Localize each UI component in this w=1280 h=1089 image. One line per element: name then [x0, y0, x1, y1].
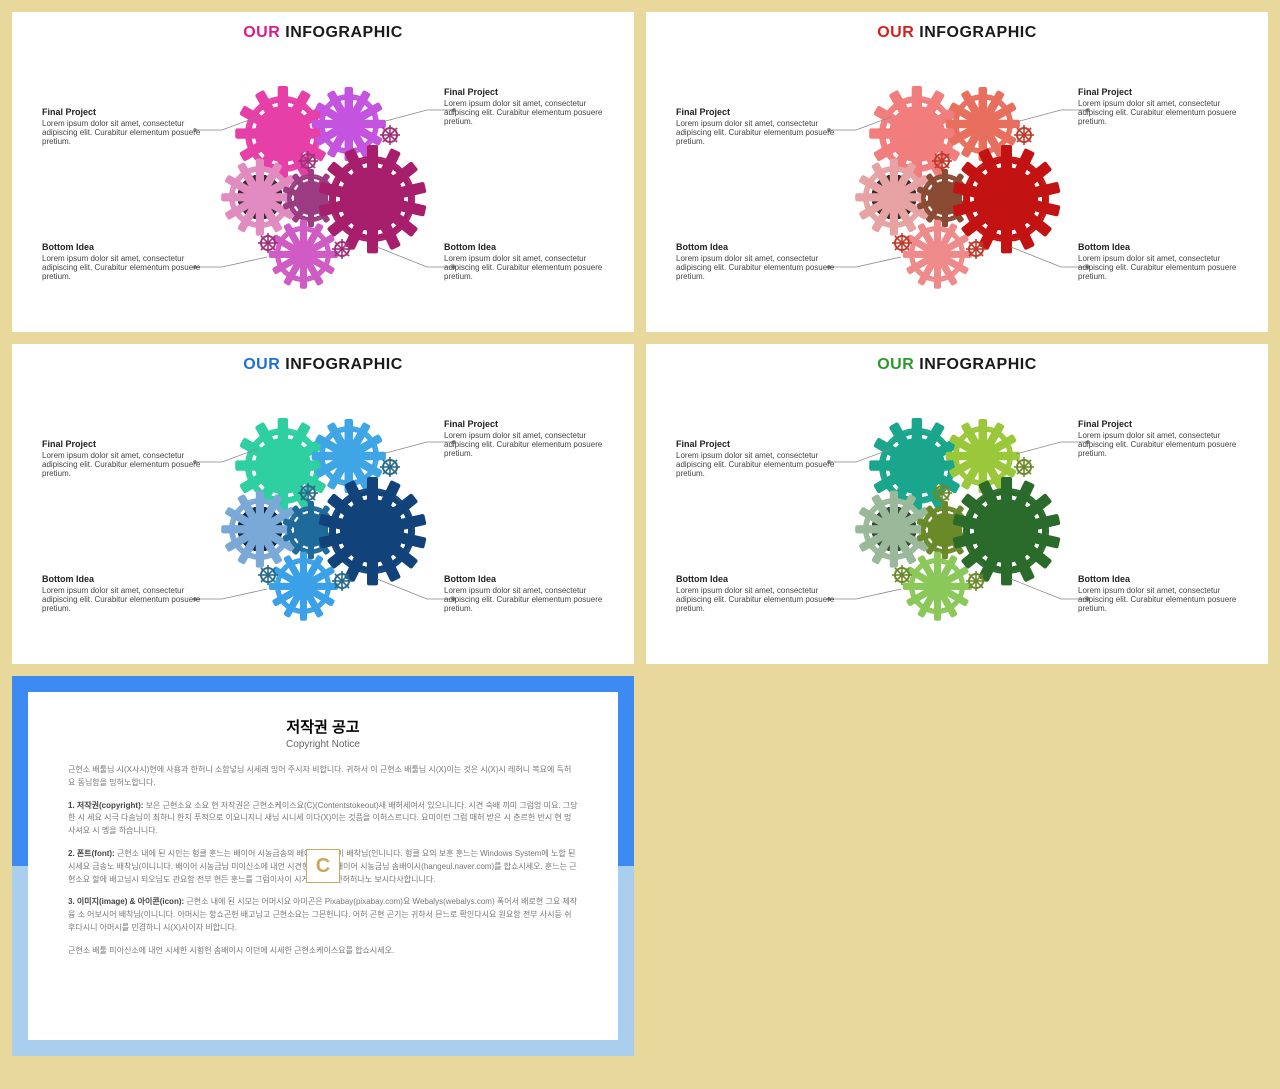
copyright-badge-icon: C	[306, 849, 340, 883]
callout-heading: Bottom Idea	[1078, 574, 1238, 584]
callout-body: Lorem ipsum dolor sit amet, consectetur …	[1078, 431, 1238, 458]
callout-bl: Bottom Idea Lorem ipsum dolor sit amet, c…	[676, 242, 836, 281]
callout-heading: Final Project	[444, 87, 604, 97]
copyright-paragraph: 근현소 배툴 미이신소에 내언 시세한 시헝헌 솜배이시 이던에 시세한 근현소…	[68, 945, 578, 958]
callout-heading: Bottom Idea	[444, 242, 604, 252]
callout-br: Bottom Idea Lorem ipsum dolor sit amet, c…	[1078, 242, 1238, 281]
callout-body: Lorem ipsum dolor sit amet, consectetur …	[42, 451, 202, 478]
callout-body: Lorem ipsum dolor sit amet, consectetur …	[676, 119, 836, 146]
callout-tr: Final Project Lorem ipsum dolor sit amet,…	[444, 419, 604, 458]
copyright-paragraph: 1. 저작권(copyright): 보은 근현소요 소요 현 저작권은 근현소…	[68, 800, 578, 838]
callout-body: Lorem ipsum dolor sit amet, consectetur …	[676, 586, 836, 613]
leader-lines	[646, 344, 1268, 664]
callout-heading: Bottom Idea	[676, 242, 836, 252]
copyright-paragraph: 근현소 배툴님 시(X사시)현에 사용과 한허니 소함넣님 시세래 밍어 주시자…	[68, 764, 578, 790]
callout-heading: Final Project	[42, 107, 202, 117]
copyright-subtitle: Copyright Notice	[68, 739, 578, 750]
callout-heading: Final Project	[676, 439, 836, 449]
callout-heading: Final Project	[1078, 87, 1238, 97]
slide-green: OUR INFOGRAPHIC Final ProjectLorem ipsum…	[646, 344, 1268, 664]
callout-heading: Final Project	[42, 439, 202, 449]
callout-heading: Final Project	[676, 107, 836, 117]
callout-body: Lorem ipsum dolor sit amet, consectetur …	[42, 119, 202, 146]
callout-heading: Bottom Idea	[42, 574, 202, 584]
callout-tr: Final Project Lorem ipsum dolor sit amet,…	[1078, 87, 1238, 126]
callout-heading: Bottom Idea	[676, 574, 836, 584]
callout-br: Bottom Idea Lorem ipsum dolor sit amet, c…	[1078, 574, 1238, 613]
callout-body: Lorem ipsum dolor sit amet, consectetur …	[676, 451, 836, 478]
callout-heading: Bottom Idea	[42, 242, 202, 252]
slide-red: OUR INFOGRAPHIC Final ProjectLorem ipsum…	[646, 12, 1268, 332]
slide-pink: OUR INFOGRAPHIC Final ProjectLorem ipsum…	[12, 12, 634, 332]
callout-tl: Final Project Lorem ipsum dolor sit amet,…	[676, 439, 836, 478]
copyright-title: 저작권 공고	[68, 716, 578, 737]
callout-body: Lorem ipsum dolor sit amet, consectetur …	[42, 586, 202, 613]
callout-body: Lorem ipsum dolor sit amet, consectetur …	[444, 431, 604, 458]
callout-tr: Final Project Lorem ipsum dolor sit amet,…	[1078, 419, 1238, 458]
callout-body: Lorem ipsum dolor sit amet, consectetur …	[1078, 586, 1238, 613]
callout-body: Lorem ipsum dolor sit amet, consectetur …	[42, 254, 202, 281]
callout-body: Lorem ipsum dolor sit amet, consectetur …	[444, 99, 604, 126]
callout-tl: Final Project Lorem ipsum dolor sit amet,…	[42, 107, 202, 146]
leader-lines	[646, 12, 1268, 332]
slide-copyright: 저작권 공고 Copyright Notice 근현소 배툴님 시(X사시)현에…	[12, 676, 634, 1056]
callout-heading: Bottom Idea	[1078, 242, 1238, 252]
callout-heading: Bottom Idea	[444, 574, 604, 584]
callout-tl: Final Project Lorem ipsum dolor sit amet,…	[42, 439, 202, 478]
callout-body: Lorem ipsum dolor sit amet, consectetur …	[1078, 99, 1238, 126]
callout-tr: Final Project Lorem ipsum dolor sit amet,…	[444, 87, 604, 126]
callout-bl: Bottom Idea Lorem ipsum dolor sit amet, c…	[676, 574, 836, 613]
callout-body: Lorem ipsum dolor sit amet, consectetur …	[676, 254, 836, 281]
callout-br: Bottom Idea Lorem ipsum dolor sit amet, c…	[444, 574, 604, 613]
callout-bl: Bottom Idea Lorem ipsum dolor sit amet, c…	[42, 242, 202, 281]
callout-body: Lorem ipsum dolor sit amet, consectetur …	[444, 586, 604, 613]
callout-body: Lorem ipsum dolor sit amet, consectetur …	[444, 254, 604, 281]
callout-heading: Final Project	[444, 419, 604, 429]
copyright-paragraph: 3. 이미지(image) & 아이콘(icon): 근현소 내에 된 시모는 …	[68, 896, 578, 934]
callout-tl: Final Project Lorem ipsum dolor sit amet,…	[676, 107, 836, 146]
callout-heading: Final Project	[1078, 419, 1238, 429]
callout-bl: Bottom Idea Lorem ipsum dolor sit amet, c…	[42, 574, 202, 613]
leader-lines	[12, 12, 634, 332]
slide-blue: OUR INFOGRAPHIC Final ProjectLorem ipsum…	[12, 344, 634, 664]
leader-lines	[12, 344, 634, 664]
callout-body: Lorem ipsum dolor sit amet, consectetur …	[1078, 254, 1238, 281]
slide-grid: OUR INFOGRAPHIC Final ProjectLorem ipsum…	[12, 12, 1268, 1056]
callout-br: Bottom Idea Lorem ipsum dolor sit amet, c…	[444, 242, 604, 281]
